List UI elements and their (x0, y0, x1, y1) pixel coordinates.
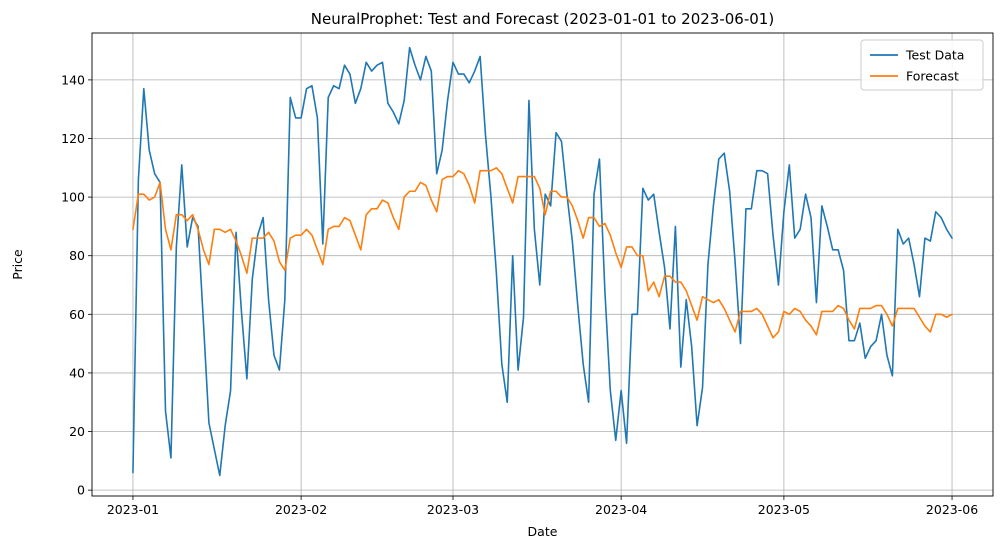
x-tick-label: 2023-06 (926, 502, 978, 517)
x-tick-label: 2023-05 (758, 502, 810, 517)
y-tick-label: 60 (69, 307, 85, 322)
series-layer (132, 46, 953, 477)
y-tick-label: 140 (61, 72, 85, 87)
x-tick-label: 2023-01 (107, 502, 159, 517)
y-tick-label: 40 (69, 365, 85, 380)
legend: Test Data Forecast (860, 39, 984, 91)
y-axis-label: Price (10, 249, 25, 280)
chart-title: NeuralProphet: Test and Forecast (2023-0… (311, 10, 774, 28)
legend-box (860, 39, 984, 91)
ticks: 2023-01 2023-02 2023-03 2023-04 2023-05 2023-… (61, 72, 978, 517)
x-tick-label: 2023-02 (275, 502, 327, 517)
legend-label: Test Data (905, 48, 964, 63)
y-tick-label: 120 (61, 131, 85, 146)
legend-label: Forecast (906, 69, 959, 84)
y-tick-label: 80 (69, 248, 85, 263)
series-line-test-data (132, 46, 953, 477)
x-axis-label: Date (528, 524, 558, 539)
series-line-forecast (132, 167, 953, 339)
y-tick-label: 20 (69, 424, 85, 439)
y-tick-label: 0 (77, 483, 85, 498)
x-tick-label: 2023-04 (595, 502, 647, 517)
grid (92, 33, 993, 496)
plot-frame (91, 32, 994, 497)
y-tick-label: 100 (61, 190, 85, 205)
x-tick-label: 2023-03 (427, 502, 479, 517)
